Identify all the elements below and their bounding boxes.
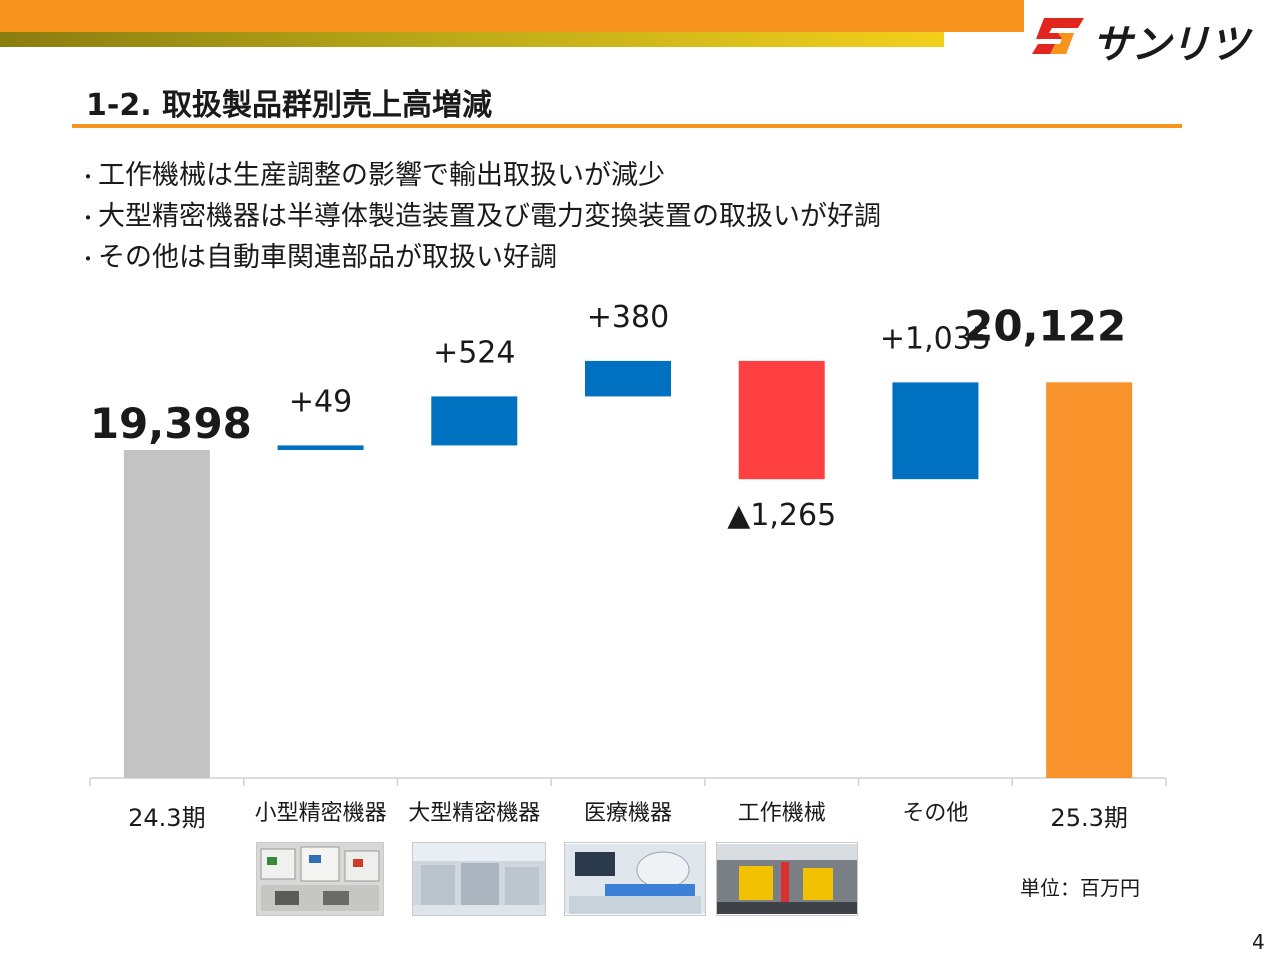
data-label: 19,398	[90, 399, 252, 448]
page-title: 1-2. 取扱製品群別売上高増減	[86, 88, 493, 123]
summary-bullets: 工作機械は生産調整の影響で輸出取扱いが減少 大型精密機器は半導体製造装置及び電力…	[78, 156, 881, 279]
bar-3	[431, 396, 518, 446]
machine-tools-photo	[716, 842, 858, 916]
category-label: 小型精密機器	[255, 801, 387, 826]
header-olive-bar	[0, 32, 944, 47]
small-precision-equipment-photo	[256, 842, 384, 916]
bar-5	[738, 360, 825, 480]
bullet-item: その他は自動車関連部品が取扱い好調	[78, 238, 881, 279]
category-label: その他	[902, 801, 968, 826]
bullet-item: 工作機械は生産調整の影響で輸出取扱いが減少	[78, 156, 881, 197]
category-label: 工作機械	[738, 801, 826, 826]
data-label: +49	[289, 384, 352, 419]
bar-2	[277, 445, 364, 450]
data-label: 20,122	[964, 301, 1126, 350]
category-label: 大型精密機器	[408, 801, 540, 826]
bar-7	[1046, 382, 1133, 778]
data-label: +524	[433, 335, 515, 370]
waterfall-chart: 19,398 24.3期 +49 小型精密機器 +524 大型精密機器 +380 医療機器 ▲1…	[89, 300, 1167, 832]
medical-equipment-photo	[564, 842, 706, 916]
bar-6	[892, 382, 979, 480]
header-orange-bar	[0, 0, 1024, 32]
logo-text: サンリツ	[1092, 22, 1249, 68]
data-label: +1,035	[880, 321, 991, 356]
data-label: +380	[587, 300, 669, 335]
category-label: 25.3期	[1050, 804, 1127, 832]
bar-4	[585, 360, 671, 397]
bar-1	[123, 450, 210, 778]
large-precision-equipment-photo	[412, 842, 546, 916]
category-label: 24.3期	[128, 804, 205, 832]
company-logo: サンリツ	[1030, 8, 1270, 68]
bullet-item: 大型精密機器は半導体製造装置及び電力変換装置の取扱いが好調	[78, 197, 881, 238]
page-number: 4	[1252, 930, 1265, 954]
category-label: 医療機器	[584, 801, 672, 826]
sanritsu-s-logo-icon	[1032, 18, 1084, 54]
data-label: ▲1,265	[727, 498, 836, 533]
unit-label: 単位：百万円	[1020, 876, 1140, 900]
title-underline	[72, 124, 1182, 128]
